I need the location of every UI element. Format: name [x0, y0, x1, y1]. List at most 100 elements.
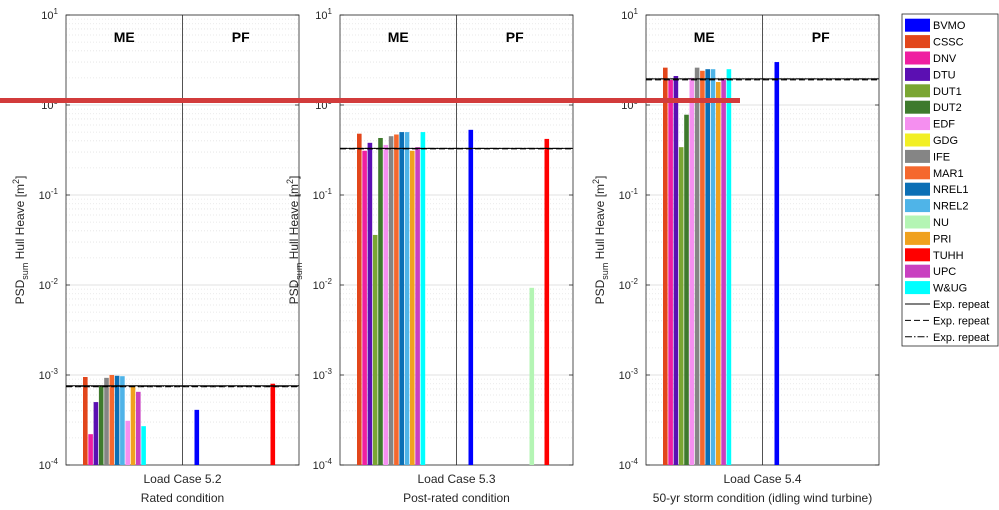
legend-label: DUT2 — [933, 102, 962, 114]
panel-subtitle: 50-yr storm condition (idling wind turbi… — [653, 491, 872, 505]
legend-swatch — [905, 231, 930, 245]
legend-label: MAR1 — [933, 168, 964, 180]
bar-pri — [130, 386, 136, 465]
y-tick-label: 10-3 — [619, 367, 639, 382]
legend-swatch — [905, 182, 930, 196]
region-label-pf: PF — [232, 29, 250, 45]
bar-cssc — [83, 377, 88, 465]
x-axis-label: Load Case 5.2 — [143, 472, 221, 486]
legend-swatch — [905, 248, 930, 262]
region-label-me: ME — [114, 29, 135, 45]
y-axis-label: PSDsum Hull Heave [m2] — [285, 176, 304, 305]
bar-wug — [141, 426, 146, 465]
bar-mar1 — [394, 134, 399, 465]
region-label-pf: PF — [812, 29, 830, 45]
region-label-me: ME — [388, 29, 409, 45]
bar-dut2 — [378, 137, 383, 465]
y-tick-label: 10-1 — [619, 187, 639, 202]
bar-dnv — [362, 150, 367, 465]
annotation-overlay — [0, 98, 740, 103]
region-label-pf: PF — [506, 29, 524, 45]
region-label-me: ME — [694, 29, 715, 45]
legend-swatch — [905, 84, 930, 98]
bar-nrel2 — [120, 376, 125, 465]
bar-dut1 — [678, 147, 684, 465]
bar-nrel1 — [399, 132, 404, 465]
y-tick-label: 10-2 — [39, 277, 59, 292]
bar-nrel2 — [710, 69, 716, 466]
bar-dtu — [367, 142, 373, 466]
legend-swatch — [905, 67, 930, 81]
legend-label: Exp. repeat — [933, 299, 989, 311]
legend-swatch — [905, 199, 930, 213]
bar-tuhh — [544, 138, 550, 465]
y-tick-label: 10-4 — [313, 457, 333, 472]
panel-subtitle: Post-rated condition — [403, 491, 510, 505]
legend-label: NREL1 — [933, 184, 968, 196]
legend-swatch — [905, 18, 930, 32]
y-tick-label: 10-3 — [39, 367, 59, 382]
bar-wug — [726, 69, 732, 466]
legend-swatch — [905, 215, 930, 229]
legend-swatch — [905, 166, 930, 180]
bar-upc — [721, 79, 726, 466]
bar-mar1 — [109, 375, 115, 465]
legend-swatch — [905, 100, 930, 114]
y-tick-label: 101 — [315, 7, 332, 22]
y-tick-label: 10-1 — [39, 187, 59, 202]
legend-label: DNV — [933, 53, 957, 65]
legend-label: IFE — [933, 151, 950, 163]
bar-ife — [388, 136, 394, 465]
legend-label: DUT1 — [933, 86, 962, 98]
bar-upc — [415, 147, 420, 465]
y-tick-label: 10-4 — [39, 457, 59, 472]
bar-edf — [125, 420, 130, 465]
bar-upc — [136, 391, 141, 465]
y-tick-label: 10-3 — [313, 367, 333, 382]
bar-nu — [529, 287, 535, 465]
bar-dut1 — [372, 234, 378, 465]
y-axis-label: PSDsum Hull Heave [m2] — [591, 176, 610, 305]
legend-label: GDG — [933, 135, 958, 147]
bar-pri — [716, 82, 721, 465]
bar-wug — [420, 132, 426, 465]
legend-label: TUHH — [933, 250, 964, 262]
bar-tuhh — [270, 383, 276, 465]
panel-subtitle: Rated condition — [141, 491, 224, 505]
legend-swatch — [905, 281, 930, 295]
bar-cssc — [663, 67, 668, 465]
bar-edf — [383, 144, 389, 465]
annotation-bar — [0, 98, 740, 103]
bar-bvmo — [468, 129, 474, 465]
bar-nrel1 — [114, 375, 120, 465]
legend-label: UPC — [933, 266, 956, 278]
y-axis-label: PSDsum Hull Heave [m2] — [11, 176, 30, 305]
legend-label: NU — [933, 217, 949, 229]
bar-bvmo — [774, 62, 780, 466]
legend-label: BVMO — [933, 20, 966, 32]
legend-swatch — [905, 35, 930, 49]
legend-label: Exp. repeat — [933, 315, 989, 327]
bar-dut2 — [684, 114, 689, 465]
bar-ife — [104, 377, 109, 465]
bar-dnv — [668, 79, 673, 466]
bar-mar1 — [700, 70, 705, 465]
y-tick-label: 10-4 — [619, 457, 639, 472]
legend-swatch — [905, 117, 930, 131]
y-tick-label: 10-2 — [313, 277, 333, 292]
legend-label: Exp. repeat — [933, 332, 989, 344]
bar-dut2 — [98, 385, 104, 465]
bar-nrel1 — [705, 69, 710, 466]
legend-label: PRI — [933, 233, 951, 245]
legend-label: DTU — [933, 69, 956, 81]
bar-dnv — [88, 434, 93, 465]
bar-dtu — [93, 402, 99, 465]
legend-label: NREL2 — [933, 201, 968, 213]
legend-swatch — [905, 264, 930, 278]
bar-cssc — [357, 133, 362, 465]
